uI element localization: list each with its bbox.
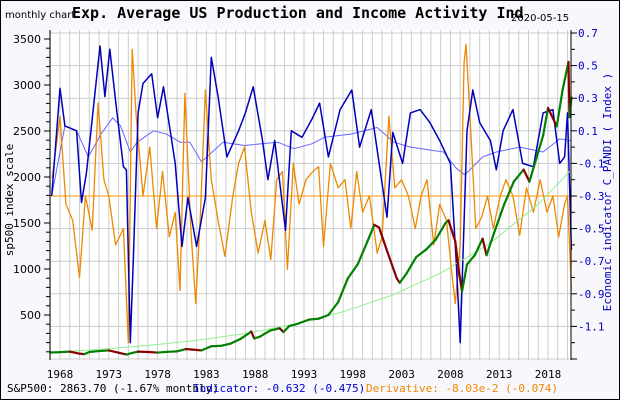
frequency-label: monthly chart	[5, 10, 75, 21]
sp500-segment	[481, 237, 488, 257]
left-tick-label: 3500	[13, 33, 41, 46]
sp500-segment	[282, 324, 291, 334]
indicator-line	[50, 45, 573, 344]
right-tick-label: -0.7	[578, 255, 605, 268]
footer-sp500: S&P500: 2863.70 (-1.67% monthly)	[7, 382, 219, 395]
sp500-segment	[356, 240, 369, 266]
sp500-segment	[434, 221, 447, 241]
footer-indicator: Indicator: -0.632 (-0.475)	[193, 382, 365, 395]
sp500-segment	[190, 348, 203, 352]
sp500-segment	[107, 349, 120, 354]
left-tick-label: 3000	[13, 79, 41, 92]
sp500-segment	[239, 330, 253, 341]
sp500-segment	[176, 347, 188, 353]
axes: 500 1000 1500 2000 2500 3000 3500 0.7 0.5 0.3 0.1 -…	[13, 27, 605, 381]
left-tick-label: 500	[20, 309, 41, 322]
sp500-segment	[447, 219, 457, 243]
sp500-segment	[200, 345, 213, 352]
footer-derivative: Derivative: -8.03e-2 (-0.074)	[366, 382, 558, 395]
left-tick-label: 2500	[13, 125, 41, 138]
left-tick-label: 1500	[13, 217, 41, 230]
left-tick-label: 2000	[13, 171, 41, 184]
sp500-segment	[337, 277, 350, 304]
sp500-segment	[229, 337, 242, 345]
right-tick-label: 0.3	[578, 92, 598, 105]
right-tick-label: -0.3	[578, 190, 605, 203]
left-tick-label: 1000	[13, 263, 41, 276]
right-tick-label: 0.1	[578, 125, 598, 138]
sp500-segment	[512, 168, 525, 183]
sp500-segment	[502, 180, 515, 206]
sp500-segment	[288, 322, 301, 328]
x-tick-label: 1968	[47, 368, 74, 381]
sp500-segment	[415, 248, 428, 259]
sp500-segment	[117, 351, 128, 356]
sp500-segment	[125, 351, 135, 356]
series-layer	[49, 43, 573, 356]
plot-area	[50, 30, 571, 360]
sp500-segment	[366, 223, 376, 243]
sp500-segment	[424, 238, 437, 251]
sp500-segment	[522, 168, 531, 183]
sp500-segment	[307, 317, 320, 321]
x-tick-label: 1998	[340, 368, 367, 381]
sp500-segment	[250, 330, 256, 340]
left-axis-label: sp500 index scale	[3, 144, 16, 257]
sp500-segment	[546, 106, 558, 128]
sp500-segment	[385, 249, 398, 280]
sp500-segment	[268, 327, 281, 332]
x-tick-label: 2003	[388, 368, 415, 381]
sp500-segment	[219, 342, 232, 347]
sp500-segment	[535, 134, 545, 160]
right-axis-label: Economic indicator C_PANDI ( Index )	[601, 73, 614, 311]
right-tick-label: -1.1	[578, 320, 605, 333]
sp500-segment	[405, 255, 418, 275]
x-tick-label: 1983	[193, 368, 220, 381]
sp500-segment	[146, 350, 159, 354]
sp500-segment	[555, 88, 564, 128]
sp500-segment	[327, 301, 340, 317]
right-tick-label: -0.9	[578, 288, 605, 301]
sp500-segment	[58, 350, 71, 354]
sp500-segment	[398, 272, 408, 284]
sp500-segment	[454, 240, 461, 275]
sp500-segment	[156, 350, 169, 354]
sp500-segment	[88, 349, 101, 354]
sp500-segment	[473, 237, 484, 257]
indicator-average-line	[51, 117, 572, 197]
sp500-segment	[346, 263, 359, 280]
x-tick-label: 1988	[242, 368, 269, 381]
sp500-segment	[485, 231, 496, 257]
x-tick-label: 1993	[291, 368, 318, 381]
derivative-line	[51, 43, 573, 344]
sp500-segment	[97, 349, 110, 353]
sp500-segment	[258, 329, 271, 338]
sp500-segment	[493, 203, 506, 234]
right-tick-label: -0.1	[578, 157, 605, 170]
x-tick-label: 2013	[486, 368, 513, 381]
sp500-segment	[298, 318, 310, 325]
sp500-segment	[378, 226, 389, 252]
sp500-segment	[528, 157, 538, 183]
sp500-segment	[68, 350, 81, 355]
x-tick-label: 2018	[535, 368, 562, 381]
x-tick-label: 2008	[437, 368, 464, 381]
x-tick-label: 1973	[96, 368, 123, 381]
right-tick-label: 0.5	[578, 60, 598, 73]
sp500-segment	[542, 106, 550, 137]
sp500-segment	[465, 254, 476, 266]
chart-title: Exp. Average US Production and Income Ac…	[72, 4, 524, 22]
sp500-segment	[317, 313, 330, 320]
chart-date: 2020-05-15	[511, 13, 569, 24]
right-tick-label: 0.7	[578, 27, 598, 40]
sp500-segment	[461, 263, 469, 293]
right-tick-label: -0.5	[578, 223, 605, 236]
x-tick-label: 1978	[144, 368, 171, 381]
